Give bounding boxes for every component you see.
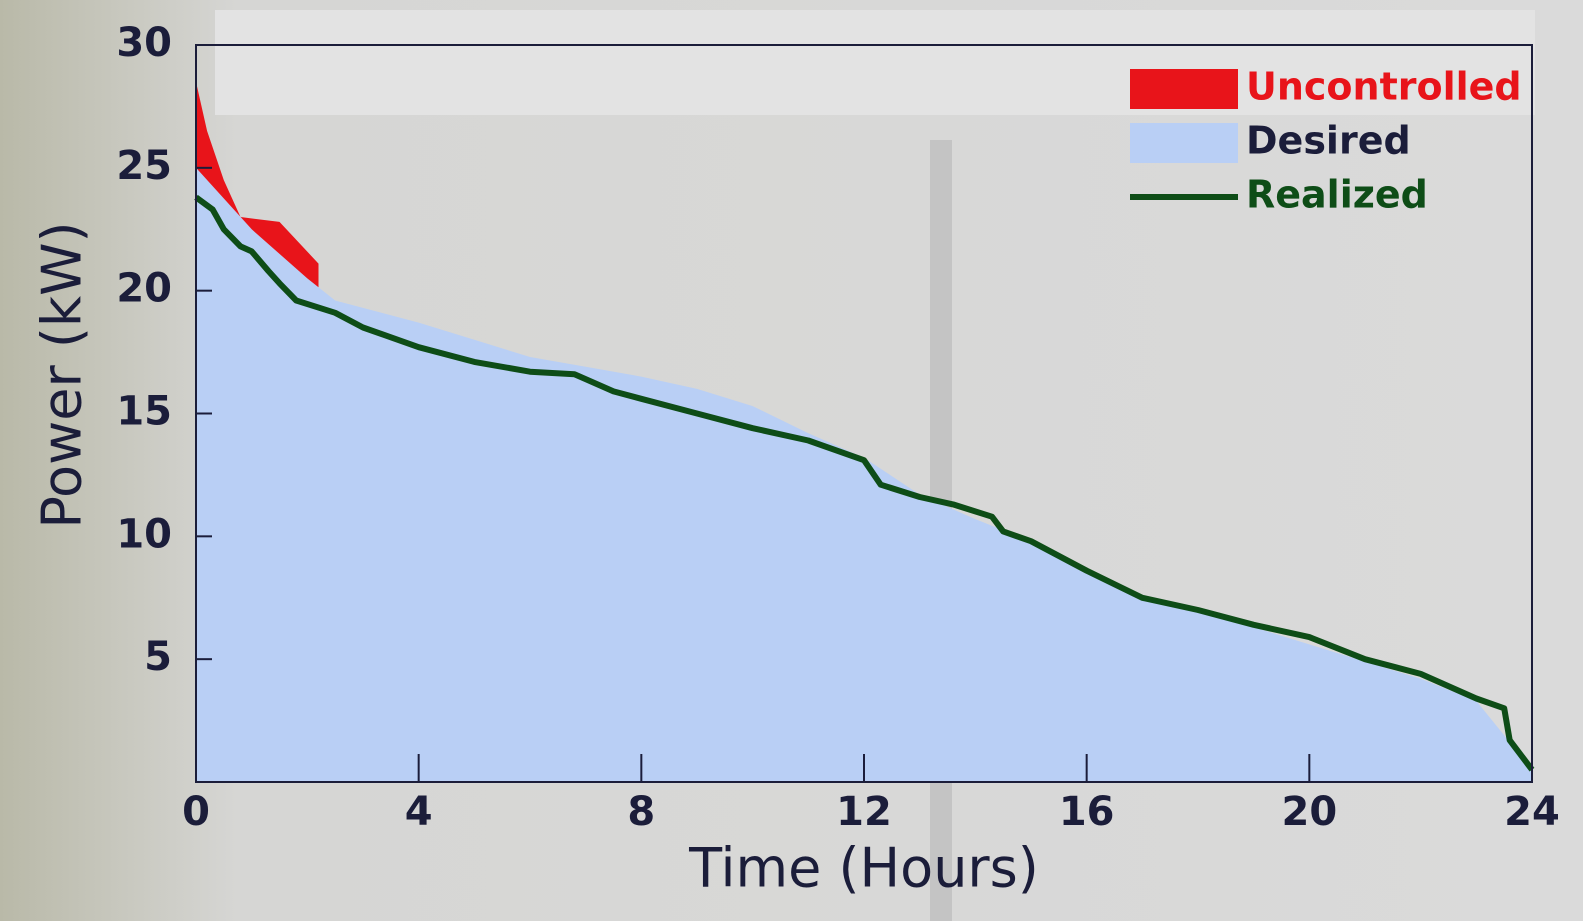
y-tick-label: 25 [116,143,172,189]
legend-swatch [1130,123,1238,163]
y-tick-label: 20 [116,266,172,312]
legend-label: Realized [1246,173,1428,217]
x-tick-label: 0 [182,789,210,835]
x-tick-label: 8 [627,789,655,835]
legend-label: Desired [1246,119,1411,163]
legend-swatch [1130,69,1238,109]
x-axis-title: Time (Hours) [688,837,1039,900]
y-tick-label: 10 [116,511,172,557]
y-tick-label: 5 [144,634,172,680]
chart: Time (Hours) Power (kW) 0 4 8 12 16 20 24 5 10 15… [0,0,1583,921]
x-tick-label: 16 [1059,789,1115,835]
x-tick-label: 24 [1504,789,1560,835]
y-axis-title: Power (kW) [31,221,94,528]
y-tick-label: 15 [116,389,172,435]
y-tick-label: 30 [116,20,172,66]
x-tick-label: 20 [1281,789,1337,835]
legend-label: Uncontrolled [1246,65,1522,109]
x-tick-label: 12 [836,789,892,835]
x-tick-label: 4 [405,789,433,835]
